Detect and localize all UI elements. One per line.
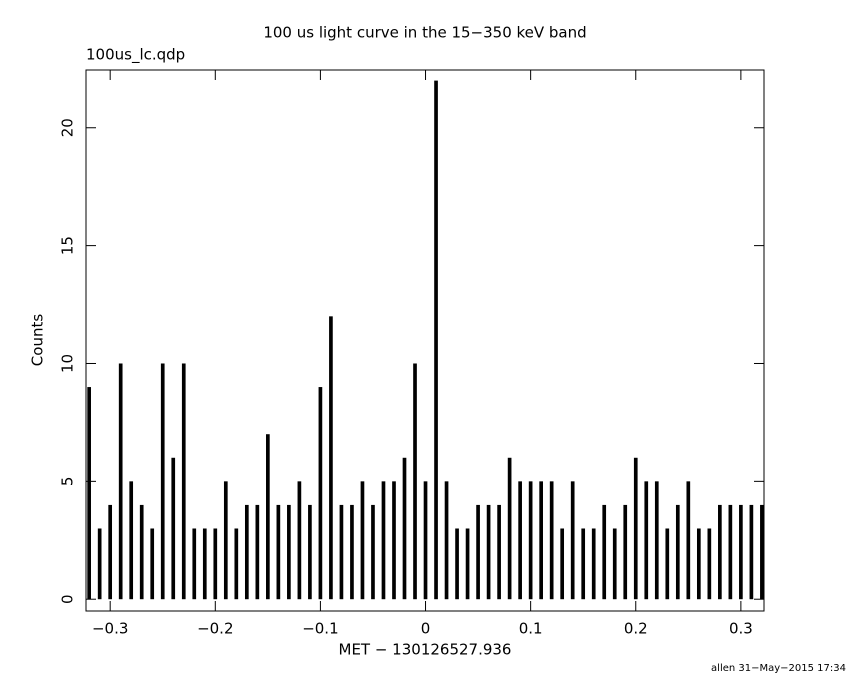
plot-frame [85,69,765,612]
bar [465,528,470,600]
bar [276,504,281,600]
bar [255,504,260,600]
bar [150,528,155,600]
bar [423,481,428,600]
y-tick-label: 20 [59,118,77,137]
x-tick-label: −0.2 [197,620,233,638]
bar [675,504,680,600]
bar [444,481,449,600]
bar [518,481,522,600]
bar [244,504,249,600]
bar [287,504,291,600]
bar [591,528,596,600]
bar [539,481,543,600]
bar [97,528,102,600]
bar [728,504,733,600]
y-tick-label: 5 [59,477,77,487]
bar [633,457,638,600]
bar [686,481,691,600]
bar [528,481,533,600]
bar [234,528,239,600]
bar [486,504,491,600]
bar [392,481,396,600]
y-tick-label: 10 [59,354,77,373]
bar [139,504,144,600]
bar [213,528,218,600]
bar [223,481,228,600]
bar [654,481,659,600]
bar [339,504,344,600]
bar [455,528,459,600]
bar [718,504,722,600]
bar [707,528,712,600]
bar [434,80,438,600]
x-tick-label: 0.1 [519,620,543,638]
y-axis-label: Counts [29,314,47,367]
bar [371,504,375,600]
bar [108,504,113,600]
bar [665,528,670,600]
bar [329,316,333,600]
bar [696,528,701,600]
y-tick-label: 15 [59,236,77,255]
bar [181,363,186,600]
bar [87,387,91,600]
bar [202,528,207,600]
bar [297,481,302,600]
bar [350,504,354,600]
bar [192,528,197,600]
bar [413,363,417,600]
bar [612,528,617,600]
bar [160,363,165,600]
bar [549,481,554,600]
bar [360,481,365,600]
x-tick-label: −0.1 [302,620,338,638]
y-tick-label: 0 [59,594,77,604]
x-tick-label: 0 [421,620,431,638]
bar [118,363,123,600]
x-tick-label: 0.3 [729,620,753,638]
chart-subtitle: 100us_lc.qdp [86,46,185,65]
bar [266,434,270,600]
bar [749,504,754,600]
bar [602,504,607,600]
bar [171,457,176,600]
bar [318,387,323,600]
x-tick-label: 0.2 [624,620,648,638]
bar [308,504,312,600]
bar [644,481,649,600]
x-axis-label: MET − 130126527.936 [339,641,512,659]
bar [581,528,586,600]
bar [497,504,501,600]
bar [560,528,565,600]
bar [507,457,512,600]
bar [129,481,134,600]
bar [402,457,407,600]
bar [476,504,480,600]
bar [381,481,386,600]
bar [739,504,743,600]
chart-title: 100 us light curve in the 15−350 keV ban… [263,24,586,42]
x-tick-label: −0.3 [92,620,128,638]
bar [623,504,628,600]
bar [760,504,764,600]
bar [570,481,575,600]
footer: allen 31−May−2015 17:34 [711,663,846,674]
